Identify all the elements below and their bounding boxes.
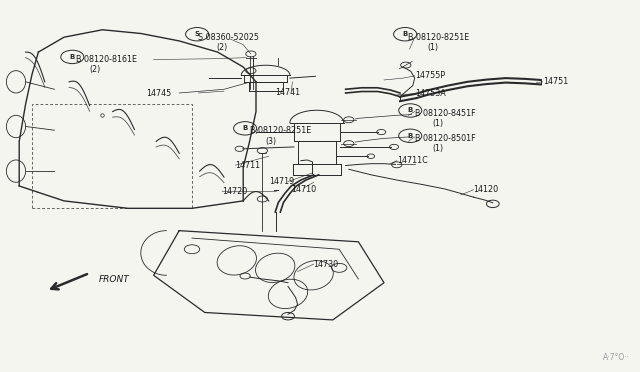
Text: 14720: 14720 xyxy=(222,187,247,196)
Text: S 08360-52025: S 08360-52025 xyxy=(198,33,259,42)
Text: S: S xyxy=(195,31,200,37)
Text: FRONT: FRONT xyxy=(99,275,130,284)
Text: 14711C: 14711C xyxy=(397,156,428,165)
Text: 14753A: 14753A xyxy=(415,89,445,98)
Text: 14745: 14745 xyxy=(146,89,171,98)
Text: B 08120-8161E: B 08120-8161E xyxy=(76,55,136,64)
Text: B 08120-8251E: B 08120-8251E xyxy=(408,33,470,42)
Text: 14710: 14710 xyxy=(291,185,316,194)
Text: (1): (1) xyxy=(427,43,438,52)
Text: 14755P: 14755P xyxy=(415,71,445,80)
Text: (1): (1) xyxy=(433,144,444,153)
Text: (2): (2) xyxy=(90,65,101,74)
Text: B: B xyxy=(408,108,413,113)
Text: B: B xyxy=(243,125,248,131)
Text: 14751: 14751 xyxy=(543,77,568,86)
Text: 14120: 14120 xyxy=(474,185,499,194)
Text: A·7°O··: A·7°O·· xyxy=(604,353,630,362)
Text: 14741: 14741 xyxy=(275,88,300,97)
Text: B: B xyxy=(70,54,75,60)
Text: 14719: 14719 xyxy=(269,177,294,186)
Text: (2): (2) xyxy=(216,43,228,52)
Text: (3): (3) xyxy=(266,137,276,146)
Text: B 08120-8451F: B 08120-8451F xyxy=(415,109,476,118)
Text: B: B xyxy=(403,31,408,37)
Text: B 08120-8501F: B 08120-8501F xyxy=(415,134,476,143)
Text: B: B xyxy=(408,133,413,139)
Text: B 08120-8251E: B 08120-8251E xyxy=(250,126,311,135)
Text: 14711: 14711 xyxy=(236,161,260,170)
Text: (1): (1) xyxy=(433,119,444,128)
Text: 14730: 14730 xyxy=(314,260,339,269)
